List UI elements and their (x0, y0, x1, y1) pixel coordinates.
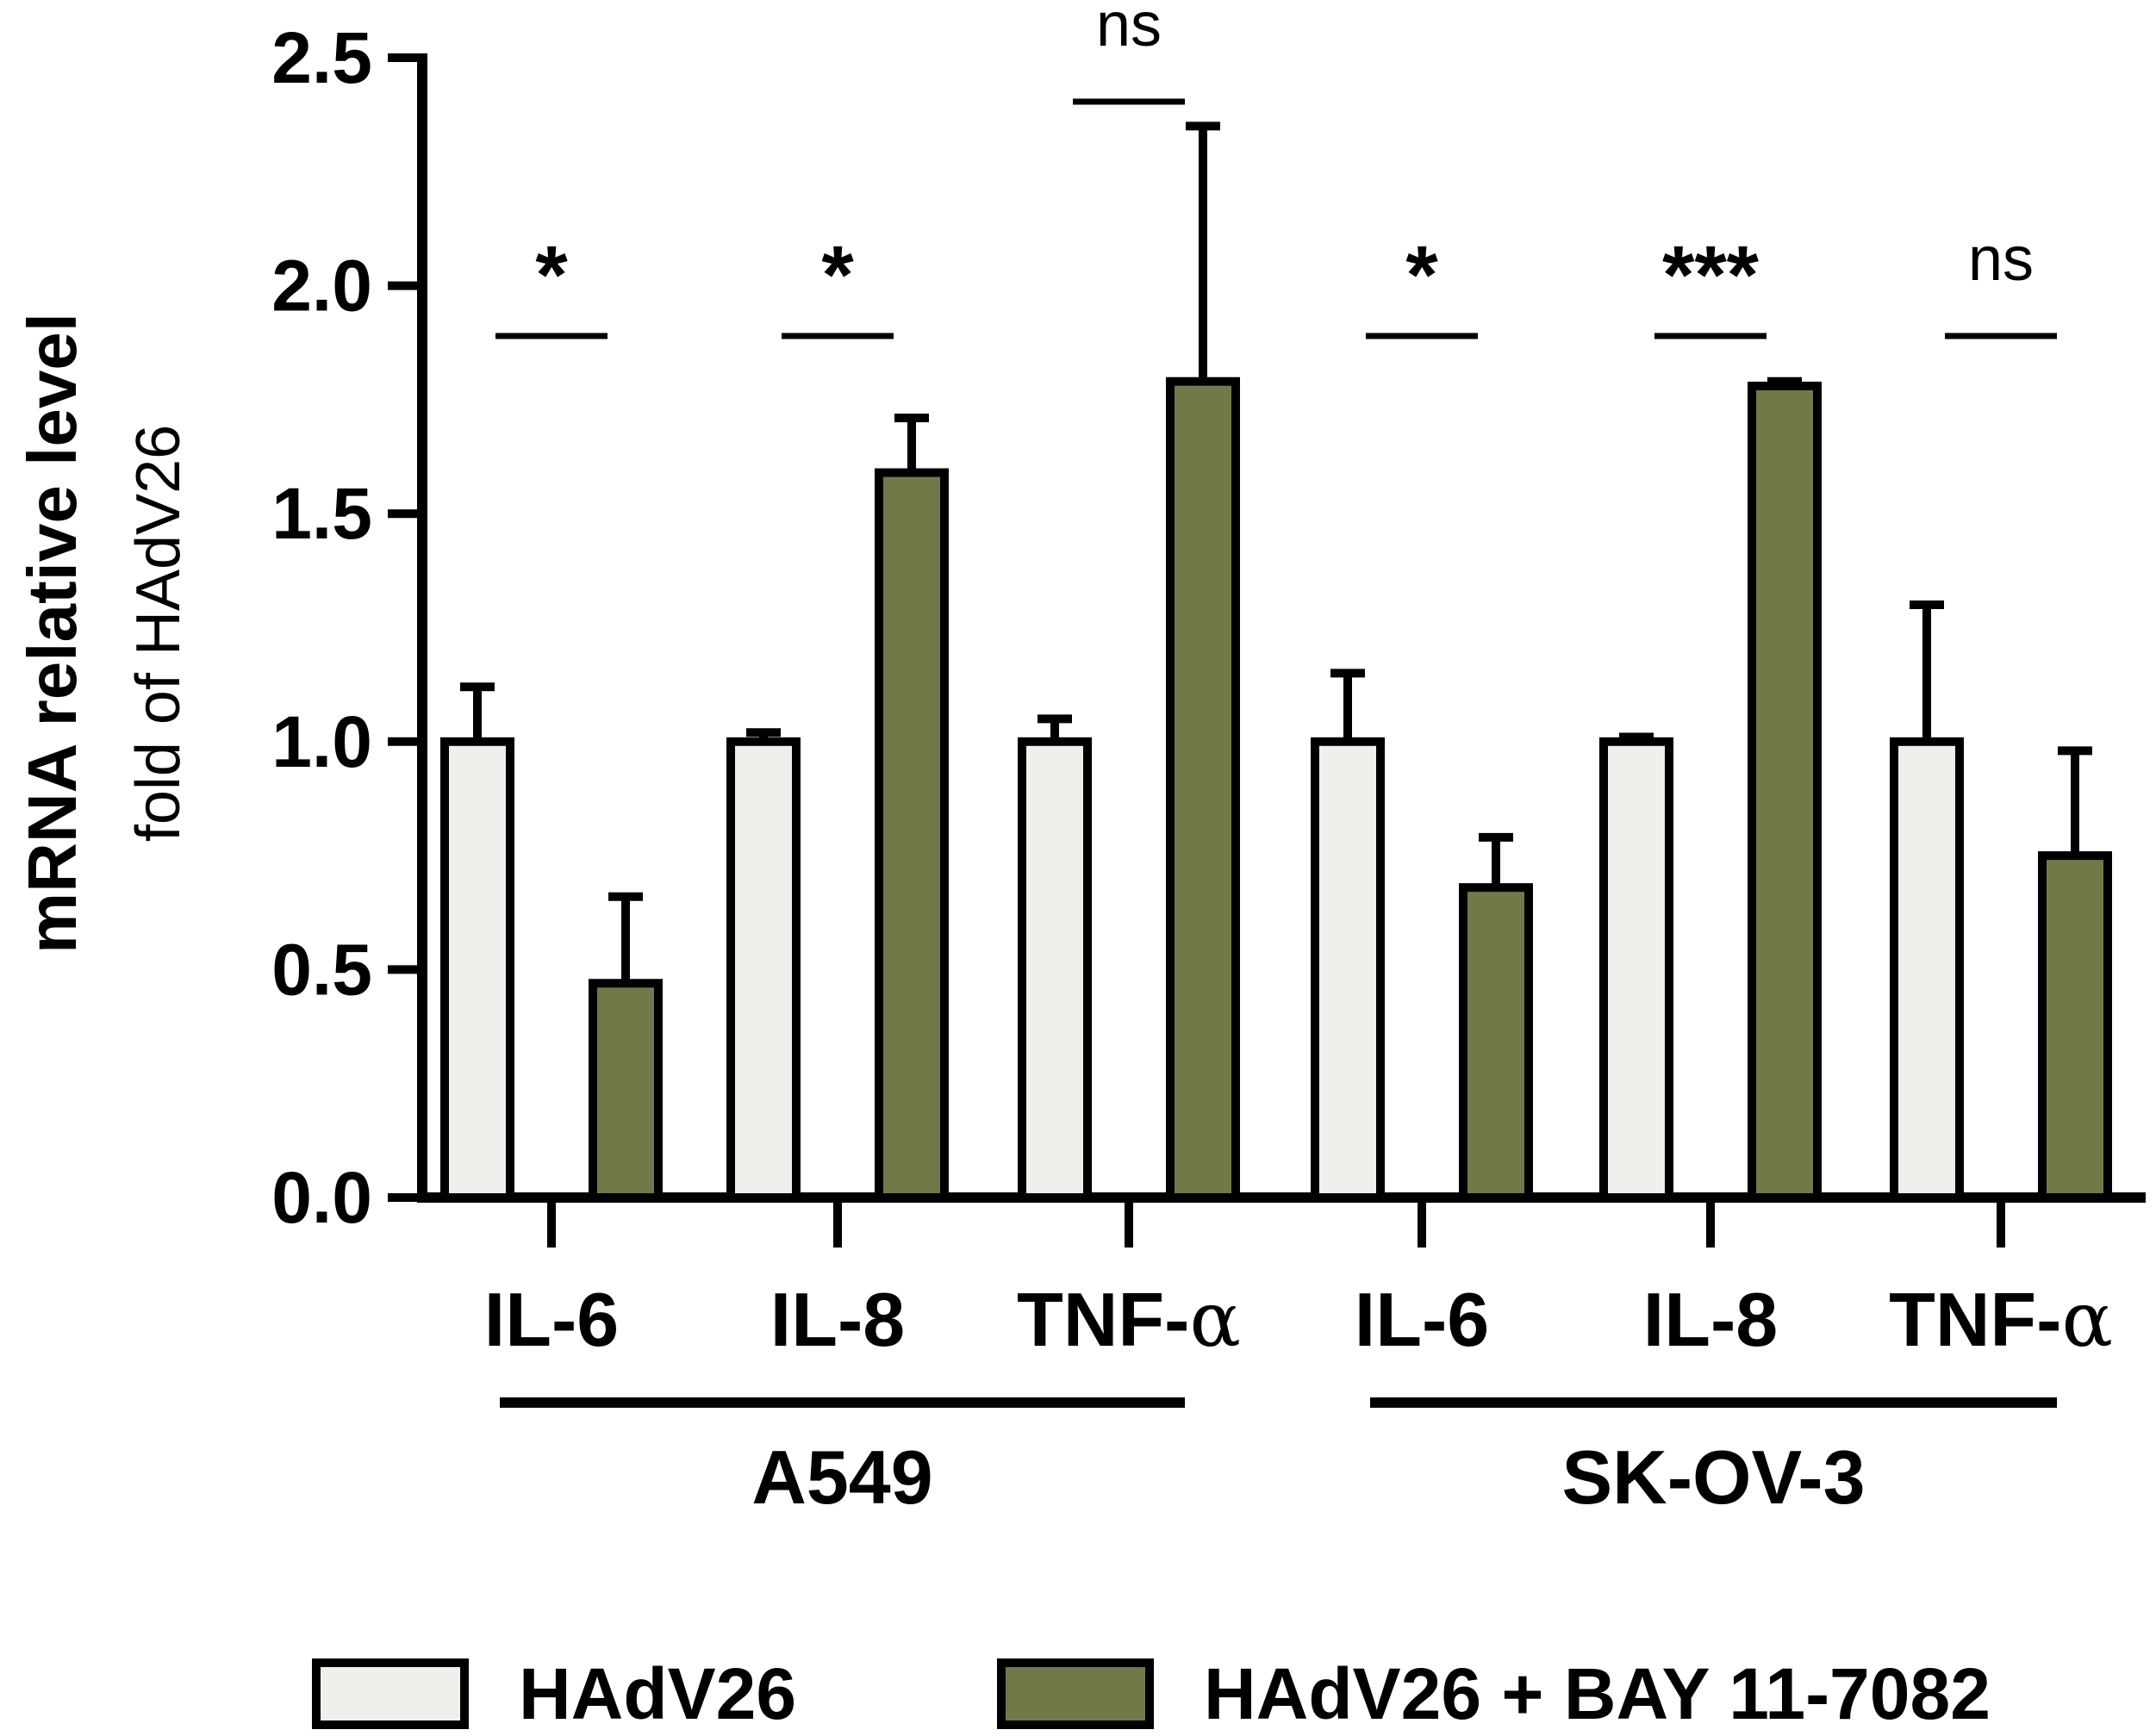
legend-label: HAdV26 (519, 1653, 796, 1734)
category-label: IL-8 (1643, 1277, 1778, 1362)
y-tick-label: 2.0 (271, 246, 372, 327)
significance-label: * (821, 229, 854, 321)
bars (440, 376, 2112, 1203)
category-label-suffix: 6 (576, 1277, 619, 1362)
group-label: SK-OV-3 (1561, 1434, 1865, 1520)
category-label-suffix: 8 (1735, 1277, 1778, 1362)
group-label: A549 (751, 1434, 932, 1520)
significance-label: * (1405, 229, 1438, 321)
bar (589, 979, 663, 1202)
legend-label: HAdV26 + BAY 11-7082 (1204, 1653, 1991, 1734)
legend-swatch (312, 1658, 469, 1729)
bar (1311, 737, 1385, 1202)
category-label-suffix: 6 (1447, 1277, 1489, 1362)
bar (1890, 737, 1964, 1202)
y-axis-title: mRNA relative level (14, 313, 90, 954)
y-axis-labels: 0.0 0.5 1.0 1.5 2.0 2.5 mRNA relative level fol… (14, 17, 372, 1238)
error-bars (460, 121, 2092, 984)
bar (875, 468, 949, 1202)
category-label-suffix: 8 (863, 1277, 905, 1362)
category-label-suffix: α (1189, 1275, 1240, 1364)
significance-label: * (535, 229, 568, 321)
bar (1018, 737, 1092, 1202)
category-label: TNF-α (1017, 1275, 1241, 1364)
bar (1599, 737, 1673, 1202)
bar (440, 737, 514, 1202)
bar (1748, 382, 1822, 1202)
significance-label: ns (1968, 225, 2034, 294)
axes (388, 53, 2146, 1248)
category-label-text: IL- (1355, 1277, 1448, 1362)
significance-markers: * *ns* *** ns (495, 0, 2057, 339)
bar (2038, 851, 2112, 1202)
category-label: IL-6 (1355, 1277, 1489, 1362)
category-label-text: IL- (484, 1277, 577, 1362)
y-tick-label: 0.0 (271, 1157, 372, 1238)
category-label: IL-6 (484, 1277, 619, 1362)
category-label-text: TNF- (1889, 1277, 2061, 1362)
significance-label: *** (1662, 229, 1760, 321)
category-label-suffix: α (2061, 1275, 2112, 1364)
y-tick-label: 1.5 (271, 473, 372, 554)
bar (726, 737, 801, 1202)
legend: HAdV26 HAdV26 + BAY 11-7082 (312, 1653, 1991, 1734)
y-tick-label: 1.0 (271, 701, 372, 782)
y-axis-subtitle: fold of HAdV26 (124, 425, 193, 842)
category-label-text: IL- (1643, 1277, 1736, 1362)
significance-label: ns (1096, 0, 1162, 59)
y-tick-label: 2.5 (271, 17, 372, 98)
bar (1459, 883, 1533, 1203)
category-label: IL-8 (770, 1277, 905, 1362)
bar (1166, 376, 1240, 1202)
y-tick-label: 0.5 (271, 929, 372, 1010)
category-label-text: IL- (770, 1277, 863, 1362)
legend-swatch (997, 1658, 1154, 1729)
category-label: TNF-α (1889, 1275, 2113, 1364)
category-label-text: TNF- (1017, 1277, 1189, 1362)
